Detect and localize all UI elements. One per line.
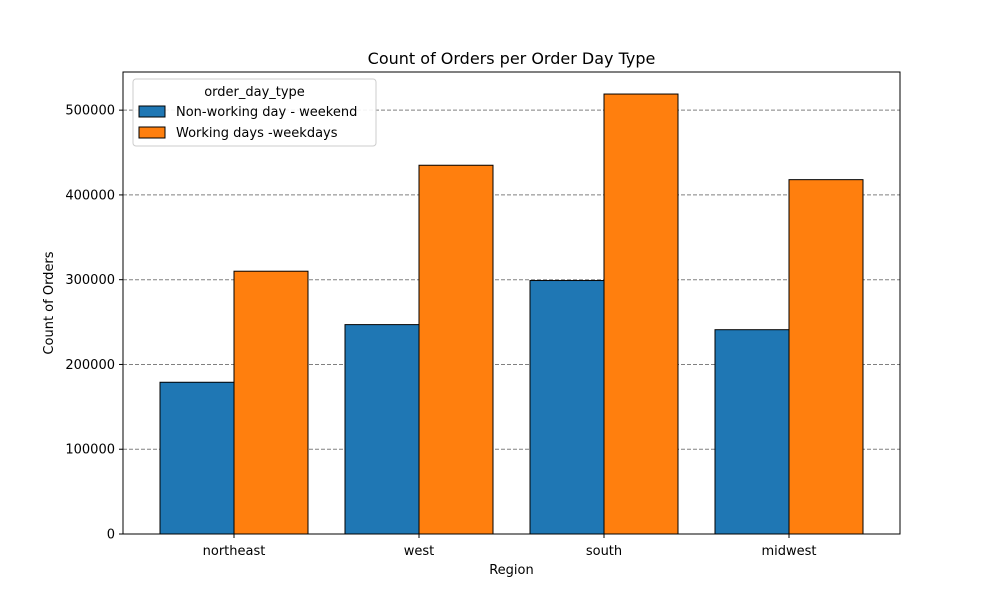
y-tick-label: 300000 [65, 273, 115, 288]
bar-northeast-series-0 [159, 381, 235, 535]
legend-label-working-days: Working days -weekdays [176, 126, 338, 141]
y-axis-label: Count of Orders [42, 251, 57, 354]
bar-south-series-0 [529, 280, 605, 535]
y-tick-label: 200000 [65, 358, 115, 373]
x-tick-label-south: south [586, 544, 622, 559]
bar-northeast-series-1 [233, 270, 309, 535]
y-tick-label: 100000 [65, 443, 115, 458]
legend-frame [132, 78, 377, 147]
x-axis-ticks: northeast west south midwest [203, 534, 817, 559]
bar-west-series-1 [418, 164, 494, 535]
x-tick-label-west: west [404, 544, 435, 559]
plot-area-frame [122, 71, 901, 535]
legend-swatch-non-working-day [138, 105, 166, 118]
bar-south-series-1 [603, 93, 679, 535]
bar-midwest-series-0 [714, 329, 790, 535]
bar-west-series-0 [344, 324, 420, 535]
y-tick-label: 500000 [65, 104, 115, 119]
bars [159, 93, 864, 535]
legend: order_day_type Non-working day - weekend… [132, 78, 377, 147]
chart-title: Count of Orders per Order Day Type [368, 49, 656, 68]
x-tick-label-midwest: midwest [761, 544, 816, 559]
x-axis-label: Region [489, 563, 534, 578]
legend-label-non-working-day: Non-working day - weekend [176, 105, 357, 120]
bar-midwest-series-1 [788, 179, 864, 535]
legend-title: order_day_type [204, 85, 305, 100]
y-axis-ticks: 0 100000 200000 300000 400000 500000 [65, 104, 123, 543]
y-tick-label: 400000 [65, 188, 115, 203]
legend-swatch-working-days [138, 126, 166, 139]
y-tick-label: 0 [107, 528, 115, 543]
x-tick-label-northeast: northeast [203, 544, 266, 559]
